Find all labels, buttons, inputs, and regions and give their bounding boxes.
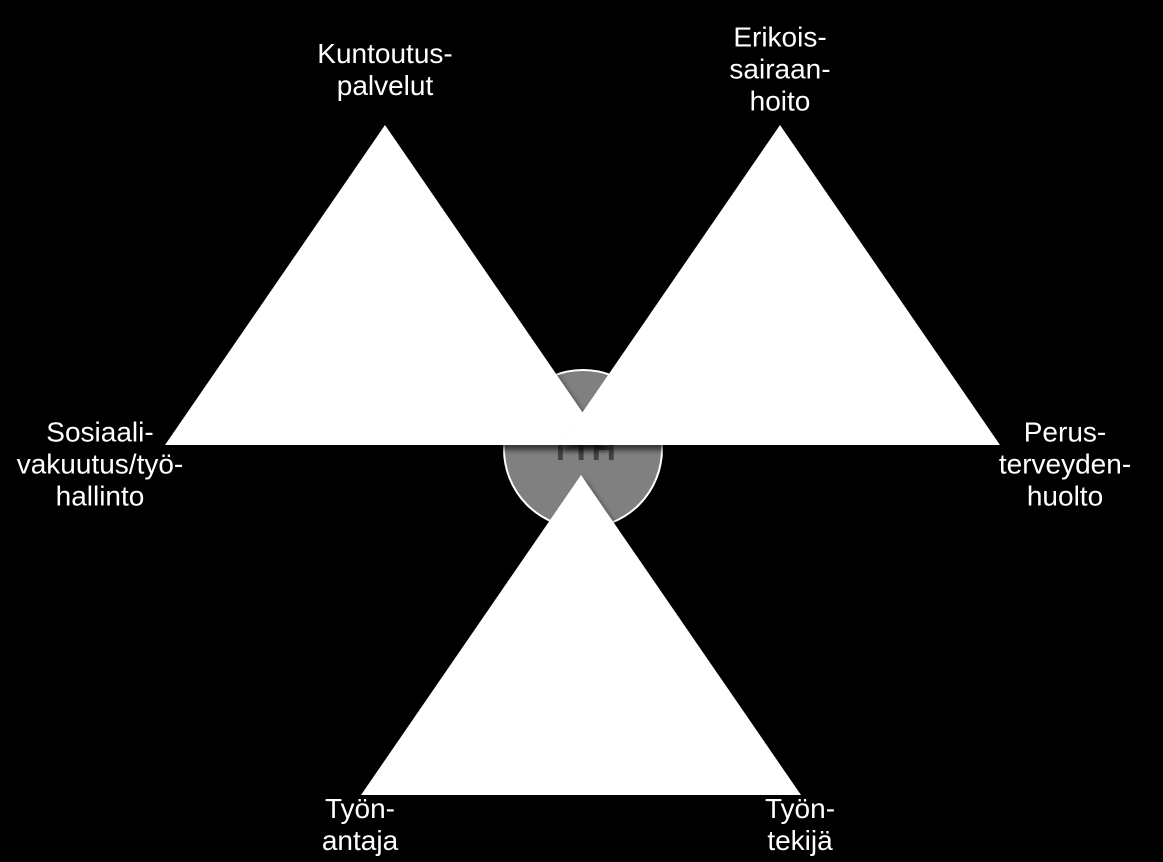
triangle-top-left (165, 125, 605, 445)
triangle-bottom (361, 475, 801, 795)
lbl-tyontekija: Työn- tekijä (765, 793, 835, 857)
lbl-erikois: Erikois- sairaan- hoito (729, 22, 830, 119)
lbl-kuntoutus: Kuntoutus- palvelut (317, 38, 452, 102)
lbl-sosiaali: Sosiaali- vakuutus/työ- hallinto (17, 417, 184, 514)
lbl-perus: Perus- terveyden- huolto (999, 417, 1131, 514)
triangle-top-right (560, 125, 1000, 445)
lbl-tyonantaja: Työn- antaja (322, 793, 398, 857)
diagram-stage: TTH Kuntoutus- palvelut Erikois- sairaan… (0, 0, 1163, 862)
